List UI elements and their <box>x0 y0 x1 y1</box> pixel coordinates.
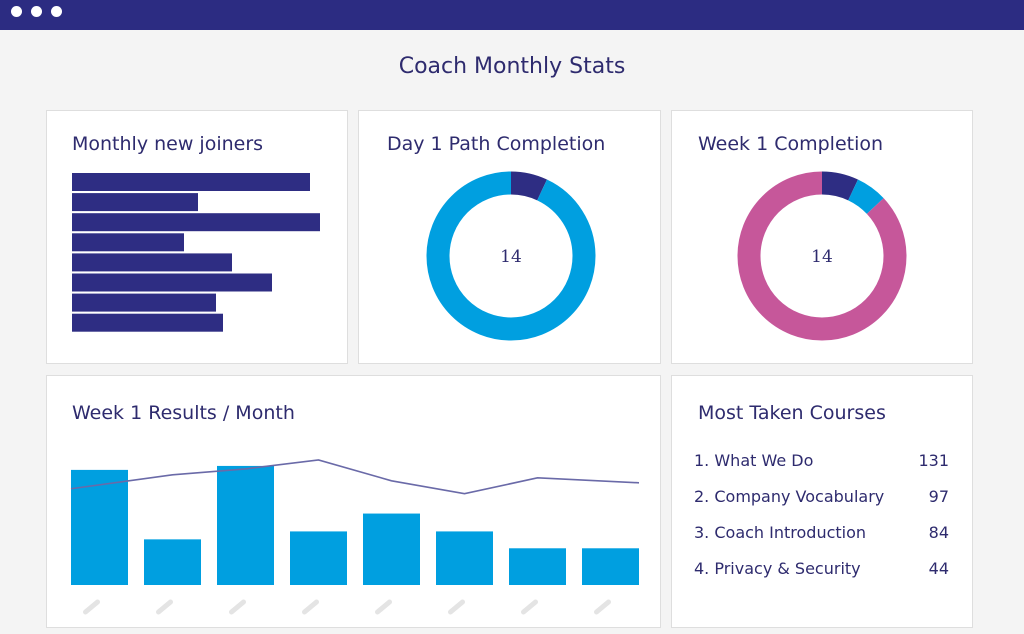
results-bar <box>217 465 274 585</box>
course-count: 97 <box>928 487 949 506</box>
results-bar <box>290 531 347 585</box>
window-close-icon[interactable] <box>11 6 22 17</box>
donut-center-label: 14 <box>500 247 522 267</box>
courses-card: Most Taken Courses 1. What We Do 131 2. … <box>671 375 973 628</box>
results-bar <box>582 548 639 585</box>
x-tick-label <box>229 599 246 615</box>
results-bar <box>144 539 201 585</box>
x-tick-label <box>594 599 611 615</box>
week1-title: Week 1 Completion <box>698 133 884 155</box>
x-tick-label <box>156 599 173 615</box>
x-tick-label <box>375 599 392 615</box>
joiners-card: Monthly new joiners <box>46 110 348 364</box>
course-count: 131 <box>918 451 949 470</box>
course-name: 3. Coach Introduction <box>694 523 867 542</box>
page-title: Coach Monthly Stats <box>398 54 626 79</box>
course-count: 44 <box>928 559 949 578</box>
joiner-bar <box>72 313 223 332</box>
joiner-bar <box>72 253 232 272</box>
x-tick-label <box>448 599 465 615</box>
day1-card: Day 1 Path Completion 14 <box>358 110 661 364</box>
x-tick-label <box>302 599 319 615</box>
donut-segment <box>737 171 907 341</box>
joiner-bar <box>72 193 198 212</box>
joiners-title: Monthly new joiners <box>72 133 264 155</box>
course-name: 2. Company Vocabulary <box>694 487 885 506</box>
donut-center-label: 14 <box>811 247 833 267</box>
donut-segment <box>426 171 596 341</box>
course-item[interactable]: 2. Company Vocabulary 97 <box>694 487 949 507</box>
courses-title: Most Taken Courses <box>698 402 886 424</box>
window-minimize-icon[interactable] <box>31 6 42 17</box>
joiner-bar <box>72 213 320 232</box>
results-bar <box>509 548 566 585</box>
course-count: 84 <box>928 523 949 542</box>
results-bar <box>363 513 420 585</box>
x-tick-label <box>521 599 538 615</box>
window-maximize-icon[interactable] <box>51 6 62 17</box>
joiner-bar <box>72 233 184 252</box>
week1-card: Week 1 Completion 14 <box>671 110 973 364</box>
joiner-bar <box>72 293 216 312</box>
results-line <box>70 459 640 495</box>
x-tick-label <box>83 599 100 615</box>
joiner-bar <box>72 173 310 191</box>
day1-donut: 14 <box>426 171 596 341</box>
results-title: Week 1 Results / Month <box>72 402 295 424</box>
course-item[interactable]: 1. What We Do 131 <box>694 451 949 471</box>
day1-title: Day 1 Path Completion <box>387 133 606 155</box>
window-titlebar <box>0 0 1024 30</box>
course-name: 4. Privacy & Security <box>694 559 861 578</box>
joiner-bar <box>72 273 272 292</box>
results-card: Week 1 Results / Month <box>46 375 661 628</box>
results-chart <box>70 459 640 615</box>
course-item[interactable]: 3. Coach Introduction 84 <box>694 523 949 543</box>
joiners-chart <box>72 173 320 332</box>
course-name: 1. What We Do <box>694 451 814 470</box>
week1-donut: 14 <box>737 171 907 341</box>
course-item[interactable]: 4. Privacy & Security 44 <box>694 559 949 579</box>
results-bar <box>436 531 493 585</box>
results-bar <box>71 469 128 585</box>
